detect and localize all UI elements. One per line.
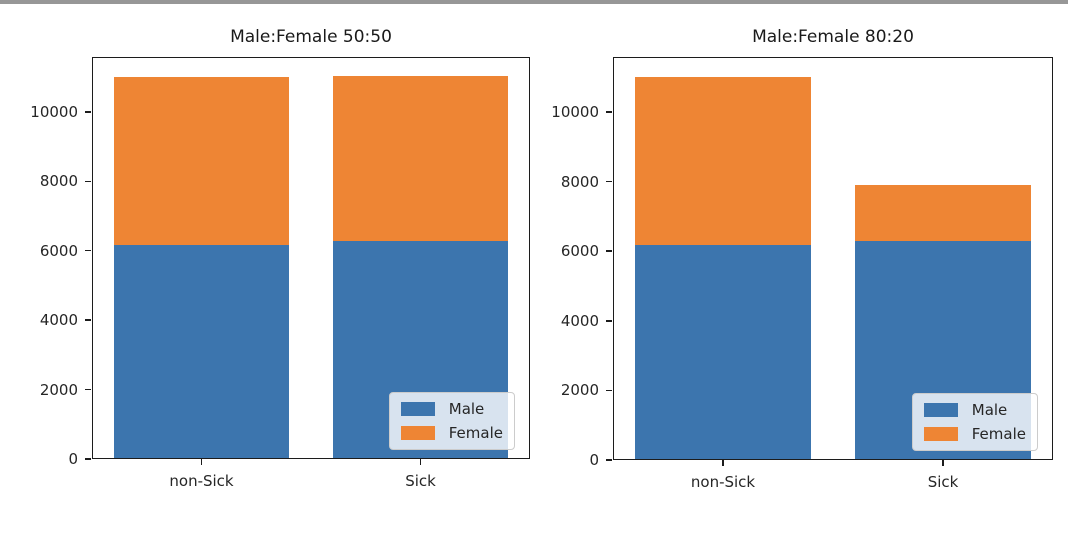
- chart-title: Male:Female 80:20: [752, 27, 914, 47]
- x-tick-mark: [722, 460, 724, 466]
- bar-segment-female: [332, 76, 509, 241]
- legend-swatch-male: [400, 402, 435, 416]
- y-tick-mark: [85, 458, 91, 460]
- y-tick-mark: [606, 389, 612, 392]
- y-tick-label: 0: [68, 450, 78, 468]
- subplot-left: Male:Female 50:50 Male Female 0 2000 4000 60…: [30, 27, 530, 490]
- legend-label: Male: [448, 400, 485, 418]
- y-tick-mark: [606, 180, 612, 183]
- y-tick-mark: [606, 320, 612, 322]
- y-tick-label: 4000: [560, 311, 599, 330]
- bar-segment-female: [855, 185, 1031, 242]
- y-tick-label: 6000: [560, 242, 599, 261]
- y-tick-mark: [606, 250, 612, 252]
- x-tick-label: Sick: [405, 472, 436, 490]
- legend-label: Female: [448, 424, 503, 442]
- legend: Male Female: [388, 392, 515, 450]
- y-tick-label: 10000: [551, 102, 599, 121]
- legend-entry-male: Male: [923, 401, 1026, 419]
- bar-segment-female: [635, 76, 811, 245]
- axes-frame: [613, 57, 1053, 460]
- y-tick-mark: [606, 111, 612, 113]
- legend-label: Female: [971, 425, 1026, 443]
- x-tick-label: Sick: [927, 473, 959, 491]
- y-tick-mark: [85, 319, 91, 321]
- y-tick-mark: [85, 180, 91, 183]
- x-tick-label: non-Sick: [169, 472, 234, 490]
- legend-entry-female: Female: [923, 425, 1026, 443]
- y-tick-label: 8000: [560, 172, 599, 191]
- y-tick-label: 2000: [39, 380, 78, 399]
- legend-swatch-female: [400, 426, 435, 440]
- y-tick-mark: [85, 388, 91, 391]
- legend: Male Female: [911, 393, 1038, 451]
- axes-frame: [92, 57, 530, 459]
- y-tick-mark: [606, 459, 612, 461]
- subplot-right: Male:Female 80:20 Male Female 0 2000 4000 60…: [551, 27, 1053, 491]
- legend-swatch-male: [923, 403, 958, 417]
- y-tick-mark: [85, 249, 91, 252]
- legend-label: Male: [971, 401, 1008, 419]
- y-tick-mark: [85, 111, 91, 113]
- x-tick-mark: [200, 459, 203, 465]
- window-edge-strip: [0, 0, 1068, 4]
- y-tick-label: 4000: [39, 311, 78, 330]
- x-tick-label: non-Sick: [690, 473, 756, 491]
- legend-entry-female: Female: [400, 424, 503, 442]
- plot-area: Male Female: [92, 57, 530, 459]
- x-tick-mark: [942, 460, 944, 466]
- y-tick-label: 2000: [560, 381, 599, 400]
- x-tick-mark: [419, 459, 422, 465]
- chart-title: Male:Female 50:50: [230, 27, 392, 47]
- y-tick-label: 0: [589, 451, 599, 469]
- bar-segment-female: [113, 77, 290, 245]
- y-tick-label: 10000: [30, 102, 78, 121]
- legend-entry-male: Male: [400, 400, 503, 418]
- bar-segment-male: [635, 244, 811, 460]
- y-tick-label: 6000: [39, 241, 78, 260]
- bar-segment-male: [113, 244, 290, 459]
- y-tick-label: 8000: [39, 172, 78, 191]
- plot-area: Male Female: [613, 57, 1053, 460]
- legend-swatch-female: [923, 427, 958, 441]
